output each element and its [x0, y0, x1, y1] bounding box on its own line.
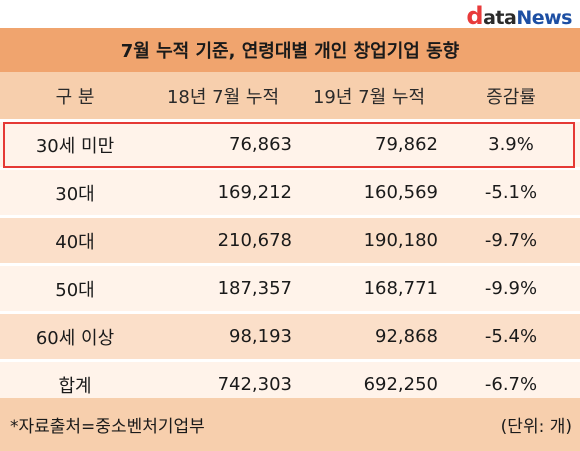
row-change: -5.4% — [442, 312, 580, 362]
table-title: 7월 누적 기준, 연령대별 개인 창업기업 동향 — [0, 28, 580, 72]
row-2019: 79,862 — [296, 120, 442, 170]
unit-note: (단위: 개) — [500, 417, 572, 437]
row-label: 60세 이상 — [0, 312, 150, 362]
table-row: 60세 이상 98,193 92,868 -5.4% — [0, 312, 580, 362]
startup-table: 구 분 18년 7월 누적 19년 7월 누적 증감률 30세 미만 76,86… — [0, 72, 580, 410]
header-change: 증감률 — [442, 72, 580, 122]
row-2018: 210,678 — [150, 216, 296, 266]
logo-news: News — [516, 7, 572, 29]
table-footer: *자료출처=중소벤처기업부 (단위: 개) — [0, 398, 580, 451]
table-row: 40대 210,678 190,180 -9.7% — [0, 216, 580, 266]
row-label: 30세 미만 — [0, 120, 150, 170]
row-label: 50대 — [0, 264, 150, 314]
header-category: 구 분 — [0, 72, 150, 122]
header-2018: 18년 7월 누적 — [150, 72, 296, 122]
row-2019: 168,771 — [296, 264, 442, 314]
row-2018: 98,193 — [150, 312, 296, 362]
row-label: 30대 — [0, 168, 150, 218]
row-2018: 187,357 — [150, 264, 296, 314]
row-change: 3.9% — [442, 120, 580, 170]
table-row: 30세 미만 76,863 79,862 3.9% — [0, 120, 580, 170]
row-2019: 92,868 — [296, 312, 442, 362]
header-row: 구 분 18년 7월 누적 19년 7월 누적 증감률 — [0, 72, 580, 122]
row-2019: 160,569 — [296, 168, 442, 218]
row-2018: 76,863 — [150, 120, 296, 170]
row-change: -9.7% — [442, 216, 580, 266]
row-change: -9.9% — [442, 264, 580, 314]
header-2019: 19년 7월 누적 — [296, 72, 442, 122]
row-change: -5.1% — [442, 168, 580, 218]
table-row: 50대 187,357 168,771 -9.9% — [0, 264, 580, 314]
source-note: *자료출처=중소벤처기업부 — [10, 417, 205, 437]
row-2019: 190,180 — [296, 216, 442, 266]
row-2018: 169,212 — [150, 168, 296, 218]
datanews-logo: d ata News — [466, 2, 572, 30]
table-row: 30대 169,212 160,569 -5.1% — [0, 168, 580, 218]
logo-ata: ata — [483, 7, 517, 29]
logo-d: d — [466, 2, 484, 30]
row-label: 40대 — [0, 216, 150, 266]
